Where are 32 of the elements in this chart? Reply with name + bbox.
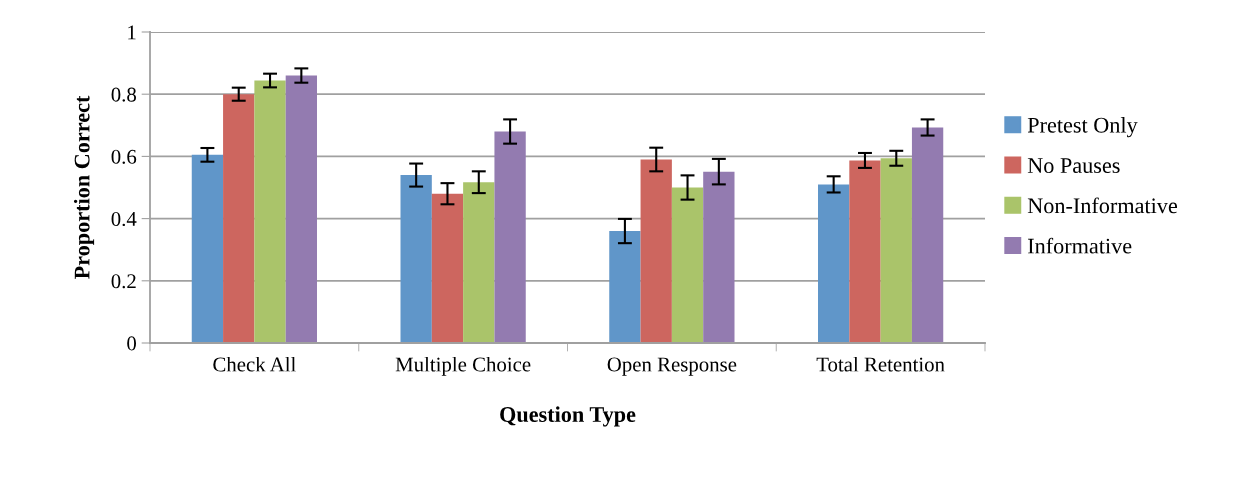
y-tick-label: 0.4 <box>111 211 137 227</box>
bar <box>254 80 286 343</box>
bar <box>463 182 495 343</box>
bar <box>849 160 881 343</box>
legend-label: Informative <box>1028 237 1132 254</box>
legend-label: Non-Informative <box>1027 197 1178 214</box>
x-axis-title: Question Type <box>500 406 636 427</box>
bar <box>703 171 735 343</box>
bar <box>911 127 944 343</box>
y-tick-label: 0 <box>127 336 137 351</box>
legend-label: No Pauses <box>1027 158 1120 174</box>
y-tick-label: 0.2 <box>111 274 136 289</box>
x-tick-label: Multiple Choice <box>395 356 531 376</box>
y-axis-title: Proportion Correct <box>73 95 95 279</box>
bar <box>818 184 850 343</box>
bar <box>431 193 464 343</box>
legend-label: Pretest Only <box>1027 117 1138 138</box>
bar <box>400 175 432 343</box>
bar <box>880 158 912 343</box>
x-tick-label: Total Retention <box>816 356 945 372</box>
x-tick-label: Check All <box>213 356 296 372</box>
bar <box>285 75 317 343</box>
bar <box>671 187 704 343</box>
bar <box>494 131 526 343</box>
bar <box>223 94 255 343</box>
bar <box>609 231 641 343</box>
y-tick-label: 1 <box>128 25 136 40</box>
bar <box>640 159 672 343</box>
y-tick-label: 0.8 <box>111 87 137 102</box>
x-tick-label: Open Response <box>607 357 737 376</box>
y-tick-label: 0.6 <box>111 149 137 164</box>
bar <box>191 154 224 343</box>
